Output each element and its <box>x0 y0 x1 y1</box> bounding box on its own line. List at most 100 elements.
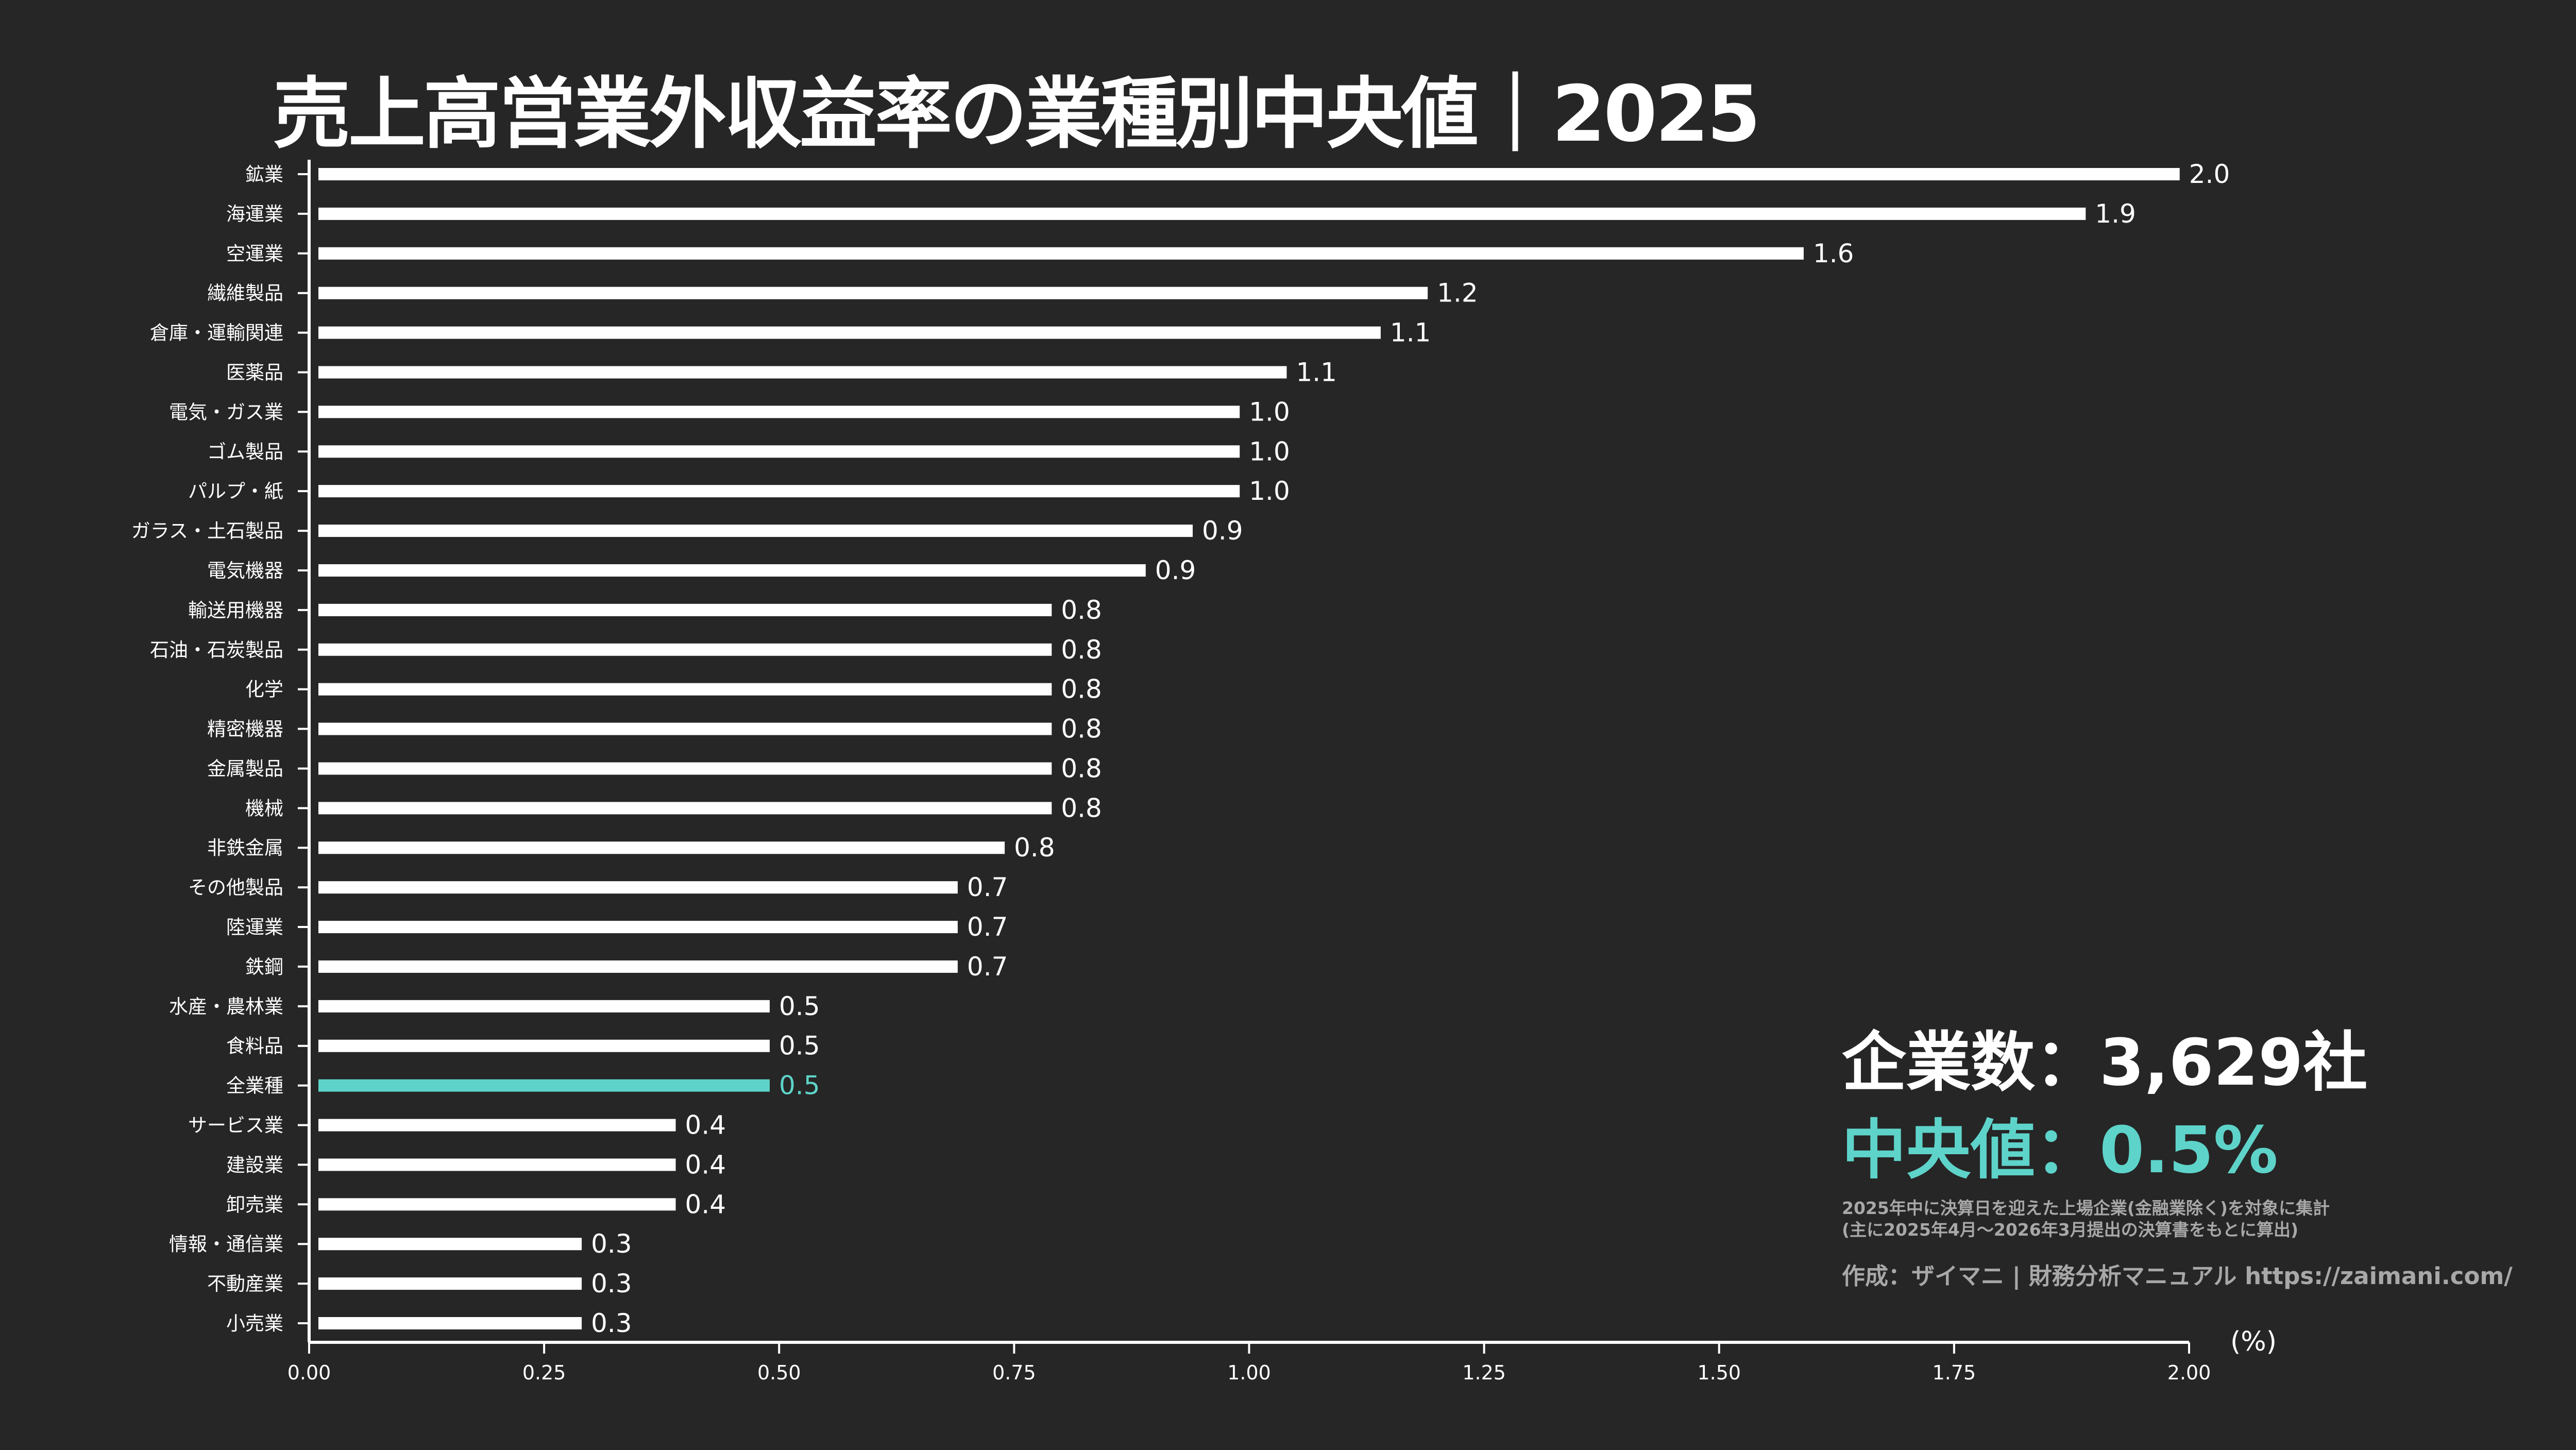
value-label: 0.8 <box>1061 635 1102 665</box>
category-label: ゴム製品 <box>207 441 283 463</box>
bar <box>318 881 958 894</box>
category-label: 石油・石炭製品 <box>150 639 283 661</box>
category-label: 情報・通信業 <box>169 1233 283 1255</box>
bar <box>318 643 1052 656</box>
x-tick-label: 2.00 <box>2167 1361 2211 1384</box>
value-label: 0.8 <box>1061 753 1102 783</box>
credit-text: 作成：ザイマニ | 財務分析マニュアル https://zaimani.com/ <box>1842 1262 2513 1290</box>
value-label: 0.8 <box>1061 675 1102 704</box>
value-label: 1.1 <box>1296 357 1337 387</box>
value-label: 2.0 <box>2189 159 2230 189</box>
bar <box>318 722 1052 735</box>
value-label: 0.7 <box>967 952 1008 982</box>
value-label: 0.4 <box>685 1189 726 1219</box>
value-label: 0.3 <box>591 1229 632 1259</box>
value-label: 0.7 <box>967 872 1008 902</box>
x-tick-label: 0.75 <box>992 1361 1036 1384</box>
value-label: 0.4 <box>685 1110 726 1140</box>
x-tick-label: 0.00 <box>287 1361 331 1384</box>
category-label: 卸売業 <box>226 1193 283 1216</box>
value-label: 0.7 <box>967 912 1008 942</box>
category-label: 化学 <box>245 679 283 701</box>
x-tick-label: 0.50 <box>757 1361 801 1384</box>
category-label: その他製品 <box>188 876 283 899</box>
category-label: 鉱業 <box>245 163 283 186</box>
category-label: 電気機器 <box>207 560 283 582</box>
value-label: 0.4 <box>685 1150 726 1179</box>
x-tick-label: 1.25 <box>1462 1361 1506 1384</box>
bar <box>318 525 1193 537</box>
category-label: 水産・農林業 <box>169 996 283 1018</box>
note-line-1: 2025年中に決算日を迎えた上場企業(金融業除く)を対象に集計 <box>1842 1198 2330 1218</box>
bar <box>318 921 958 934</box>
bar <box>318 762 1052 775</box>
category-label: 輸送用機器 <box>188 599 283 621</box>
bar <box>318 207 2086 220</box>
bar <box>318 1039 770 1052</box>
category-label: 鉄鋼 <box>245 956 283 978</box>
category-label: 食料品 <box>226 1035 283 1057</box>
category-label: 繊維製品 <box>207 282 283 305</box>
x-tick-label: 1.00 <box>1227 1361 1271 1384</box>
bar <box>318 802 1052 815</box>
category-label: 小売業 <box>226 1312 283 1335</box>
bar <box>318 286 1428 299</box>
value-label: 0.3 <box>591 1308 632 1338</box>
bar <box>318 406 1240 418</box>
bar <box>318 445 1240 458</box>
value-label: 1.0 <box>1249 436 1290 466</box>
category-label: 医薬品 <box>226 361 283 383</box>
category-label: ガラス・土石製品 <box>131 520 283 542</box>
bar <box>318 1000 770 1013</box>
category-label: 機械 <box>245 797 283 819</box>
category-label: 精密機器 <box>207 718 283 740</box>
bar <box>318 960 958 973</box>
bar <box>318 1317 582 1329</box>
bar <box>318 1238 582 1251</box>
category-label: 全業種 <box>226 1075 283 1097</box>
category-label: 陸運業 <box>226 916 283 938</box>
bar <box>318 683 1052 696</box>
bar <box>318 168 2180 180</box>
x-tick-label: 1.75 <box>1933 1361 1976 1384</box>
value-label: 1.9 <box>2095 199 2136 229</box>
category-label: 建設業 <box>226 1154 283 1176</box>
bar <box>318 326 1381 339</box>
company-count: 企業数：3,629社 <box>1842 1025 2368 1100</box>
bar <box>318 1198 676 1211</box>
value-label: 1.0 <box>1249 476 1290 506</box>
category-label: 非鉄金属 <box>207 837 283 859</box>
chart-title: 売上高営業外収益率の業種別中央値｜2025 <box>273 70 1760 159</box>
value-label: 0.8 <box>1061 793 1102 823</box>
category-label: 金属製品 <box>207 757 283 780</box>
x-axis-unit-label: (%) <box>2230 1326 2277 1357</box>
category-label: サービス業 <box>188 1115 283 1137</box>
category-label: 海運業 <box>226 203 283 225</box>
value-label: 0.9 <box>1202 516 1243 546</box>
bar-highlight <box>318 1079 770 1092</box>
value-label: 0.5 <box>779 1031 820 1061</box>
bar <box>318 1158 676 1171</box>
x-tick-label: 0.25 <box>522 1361 566 1384</box>
value-label: 0.5 <box>779 1071 820 1101</box>
median-value: 中央値：0.5% <box>1842 1113 2278 1188</box>
bar <box>318 841 1005 854</box>
bar <box>318 247 1804 260</box>
value-label: 0.8 <box>1014 833 1055 863</box>
bar <box>318 603 1052 616</box>
value-label: 1.0 <box>1249 397 1290 427</box>
value-label: 0.3 <box>591 1269 632 1299</box>
bar <box>318 564 1146 577</box>
category-label: パルプ・紙 <box>188 480 283 502</box>
value-label: 0.8 <box>1061 595 1102 625</box>
value-label: 1.2 <box>1437 278 1478 308</box>
category-label: 電気・ガス業 <box>169 401 283 423</box>
x-tick-label: 1.50 <box>1697 1361 1741 1384</box>
note-line-2: (主に2025年4月～2026年3月提出の決算書をもとに算出) <box>1842 1220 2299 1240</box>
category-label: 空運業 <box>226 243 283 265</box>
bar <box>318 485 1240 498</box>
category-label: 倉庫・運輸関連 <box>150 322 283 344</box>
bar <box>318 1119 676 1132</box>
value-label: 0.8 <box>1061 714 1102 744</box>
